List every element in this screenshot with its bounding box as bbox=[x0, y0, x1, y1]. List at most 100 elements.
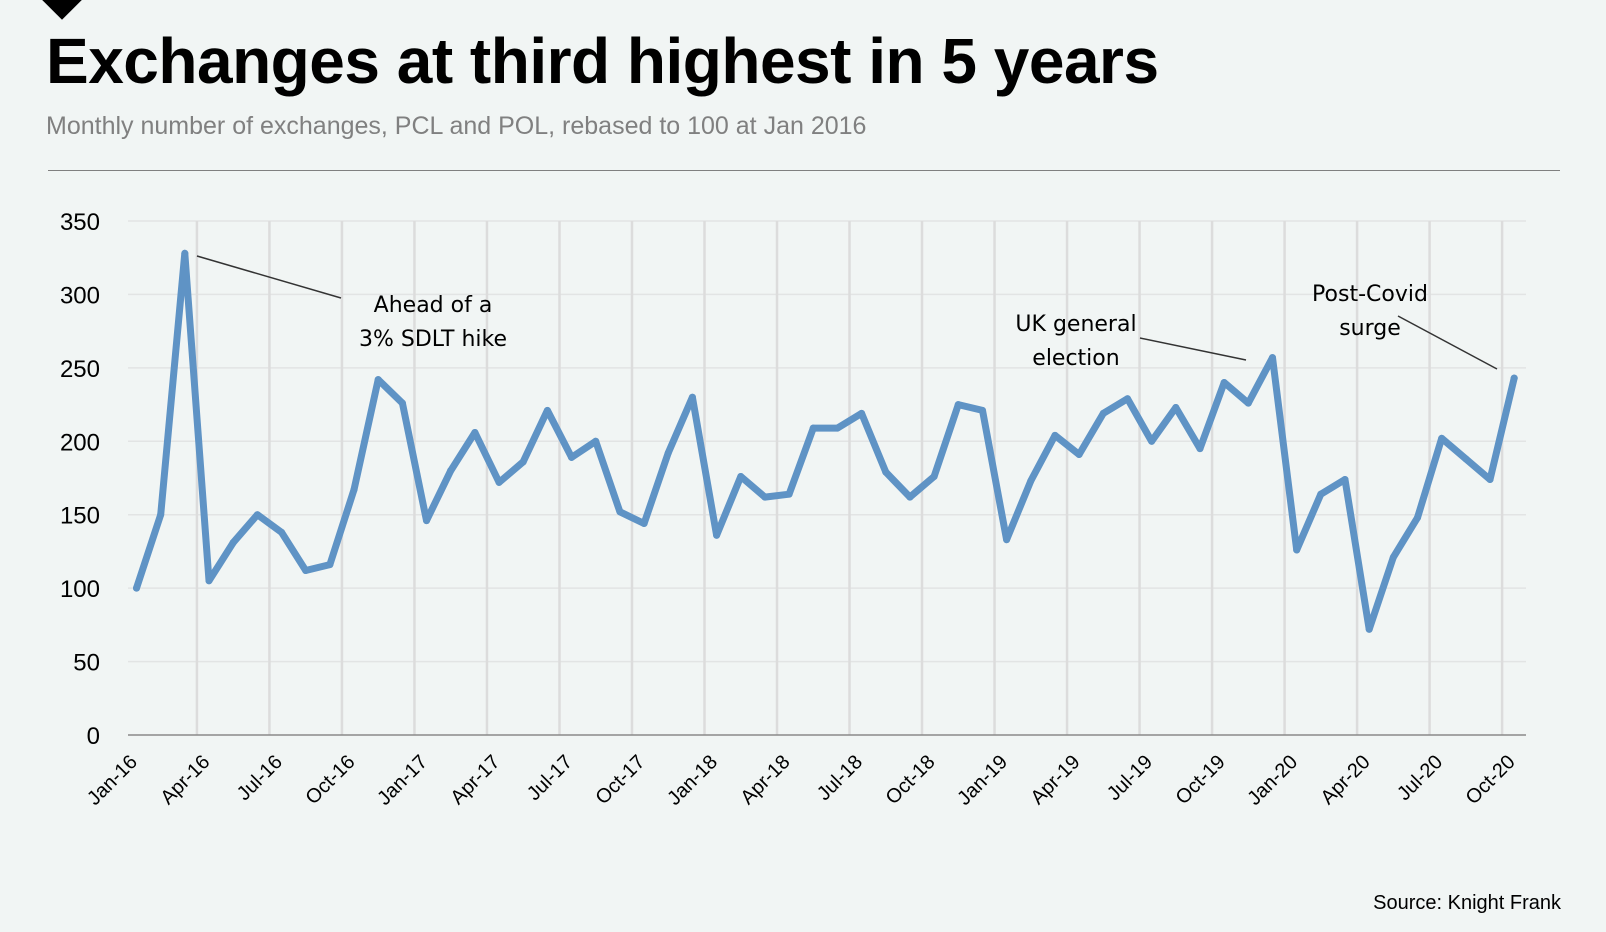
x-tick-label: Jan-17 bbox=[373, 751, 432, 810]
x-tick-label: Apr-18 bbox=[737, 751, 795, 809]
data-point-Oct-17 bbox=[640, 520, 648, 528]
header-divider bbox=[48, 170, 1560, 171]
data-point-Jul-17 bbox=[568, 453, 576, 461]
data-point-Jun-19 bbox=[1123, 395, 1131, 403]
data-point-Mar-20 bbox=[1341, 475, 1349, 483]
x-tick-label: Jul-18 bbox=[813, 751, 867, 805]
data-point-Sep-16 bbox=[326, 561, 334, 569]
x-axis-ticks: Jan-16 Apr-16 Jul-16 Oct-16 Jan-17 Apr-17 Jul-… bbox=[83, 751, 1519, 810]
x-tick-label: Jan-19 bbox=[953, 751, 1012, 810]
x-tick-label: Jan-20 bbox=[1243, 751, 1302, 810]
y-tick-label: 50 bbox=[73, 650, 100, 677]
y-axis-ticks: 0 50 100 150 200 250 300 350 bbox=[60, 209, 100, 750]
annotation-text: surge bbox=[1339, 316, 1401, 341]
y-tick-label: 350 bbox=[60, 209, 100, 236]
data-point-Jan-16 bbox=[133, 584, 140, 592]
y-tick-label: 300 bbox=[60, 282, 100, 309]
x-tick-label: Jul-19 bbox=[1103, 751, 1157, 805]
data-point-Oct-20 bbox=[1510, 374, 1518, 382]
data-point-Jan-20 bbox=[1293, 546, 1301, 554]
data-point-Nov-17 bbox=[664, 449, 672, 457]
data-point-Mar-16 bbox=[181, 249, 189, 257]
data-point-Jul-20 bbox=[1438, 434, 1446, 442]
data-point-Sep-19 bbox=[1196, 445, 1204, 453]
data-point-Nov-19 bbox=[1244, 399, 1252, 407]
data-point-Oct-16 bbox=[350, 486, 358, 494]
data-point-Jan-19 bbox=[1003, 536, 1011, 544]
data-point-Feb-19 bbox=[1027, 477, 1035, 485]
x-tick-label: Oct-20 bbox=[1462, 751, 1520, 809]
x-tick-label: Oct-19 bbox=[1172, 751, 1230, 809]
annotations: Ahead of a 3% SDLT hike UK general election… bbox=[196, 255, 1498, 371]
data-point-Jun-20 bbox=[1414, 514, 1422, 522]
series-line-exchanges bbox=[133, 249, 1518, 633]
data-point-Sep-17 bbox=[616, 508, 624, 516]
annotation-text: UK general bbox=[1015, 312, 1136, 337]
data-point-Mar-19 bbox=[1051, 431, 1059, 439]
data-point-Jul-18 bbox=[858, 409, 866, 417]
y-tick-label: 150 bbox=[60, 503, 100, 530]
x-tick-label: Oct-18 bbox=[882, 751, 940, 809]
x-tick-label: Jul-16 bbox=[233, 751, 287, 805]
data-point-Apr-17 bbox=[495, 478, 503, 486]
data-point-Aug-17 bbox=[592, 437, 600, 445]
data-point-May-20 bbox=[1389, 553, 1397, 561]
data-point-May-17 bbox=[519, 458, 527, 466]
x-tick-label: Jul-17 bbox=[523, 751, 577, 805]
annotation-leader-line bbox=[1397, 315, 1498, 370]
data-point-May-18 bbox=[809, 424, 817, 432]
y-tick-label: 100 bbox=[60, 576, 100, 603]
annotation-text: Ahead of a bbox=[374, 293, 493, 318]
data-point-Apr-18 bbox=[785, 490, 793, 498]
data-point-Sep-18 bbox=[906, 493, 914, 501]
data-point-Oct-18 bbox=[930, 473, 938, 481]
data-point-Jan-17 bbox=[423, 517, 431, 525]
data-point-Nov-18 bbox=[954, 401, 962, 409]
chart-subtitle: Monthly number of exchanges, PCL and POL… bbox=[46, 112, 867, 140]
data-point-Jul-19 bbox=[1148, 437, 1156, 445]
data-point-Jul-16 bbox=[278, 528, 286, 536]
data-point-Mar-17 bbox=[471, 428, 479, 436]
annotation-text: election bbox=[1032, 346, 1119, 371]
x-tick-label: Apr-20 bbox=[1317, 751, 1375, 809]
data-point-Jun-16 bbox=[253, 511, 261, 519]
x-tick-label: Apr-19 bbox=[1027, 751, 1085, 809]
data-point-Dec-17 bbox=[688, 393, 696, 401]
source-note: Source: Knight Frank bbox=[1373, 892, 1561, 914]
x-tick-label: Jul-20 bbox=[1393, 751, 1447, 805]
data-point-Feb-18 bbox=[737, 473, 745, 481]
data-point-Jun-18 bbox=[833, 424, 841, 432]
y-tick-label: 250 bbox=[60, 356, 100, 383]
x-tick-label: Oct-16 bbox=[301, 751, 359, 809]
series-points bbox=[133, 249, 1518, 633]
x-tick-label: Apr-16 bbox=[156, 751, 214, 809]
annotation-text: 3% SDLT hike bbox=[359, 327, 507, 352]
data-point-May-19 bbox=[1099, 409, 1107, 417]
x-tick-label: Jan-16 bbox=[83, 751, 142, 810]
data-point-Jun-17 bbox=[543, 406, 551, 414]
y-tick-label: 0 bbox=[87, 723, 100, 750]
data-point-Apr-20 bbox=[1365, 625, 1373, 633]
data-point-Aug-20 bbox=[1462, 455, 1470, 463]
data-point-Dec-19 bbox=[1268, 354, 1276, 362]
x-tick-label: Jan-18 bbox=[663, 751, 722, 810]
annotation-leader-line bbox=[196, 255, 342, 299]
data-point-Mar-18 bbox=[761, 493, 769, 501]
data-point-Aug-19 bbox=[1172, 404, 1180, 412]
data-point-Apr-16 bbox=[205, 577, 213, 585]
data-point-Feb-16 bbox=[157, 511, 165, 519]
data-point-Dec-18 bbox=[978, 406, 986, 414]
data-point-Dec-16 bbox=[398, 399, 406, 407]
chart-title: Exchanges at third highest in 5 years bbox=[46, 25, 1159, 97]
data-point-Feb-17 bbox=[447, 467, 455, 475]
x-tick-label: Apr-17 bbox=[446, 751, 504, 809]
annotation-text: Post-Covid bbox=[1312, 282, 1428, 307]
data-point-Aug-18 bbox=[882, 468, 890, 476]
horizontal-gridlines bbox=[128, 220, 1526, 663]
x-tick-label: Oct-17 bbox=[592, 751, 650, 809]
data-point-Sep-20 bbox=[1486, 475, 1494, 483]
data-point-Feb-20 bbox=[1317, 490, 1325, 498]
data-point-Nov-16 bbox=[374, 376, 382, 384]
data-point-Jan-18 bbox=[713, 531, 721, 539]
